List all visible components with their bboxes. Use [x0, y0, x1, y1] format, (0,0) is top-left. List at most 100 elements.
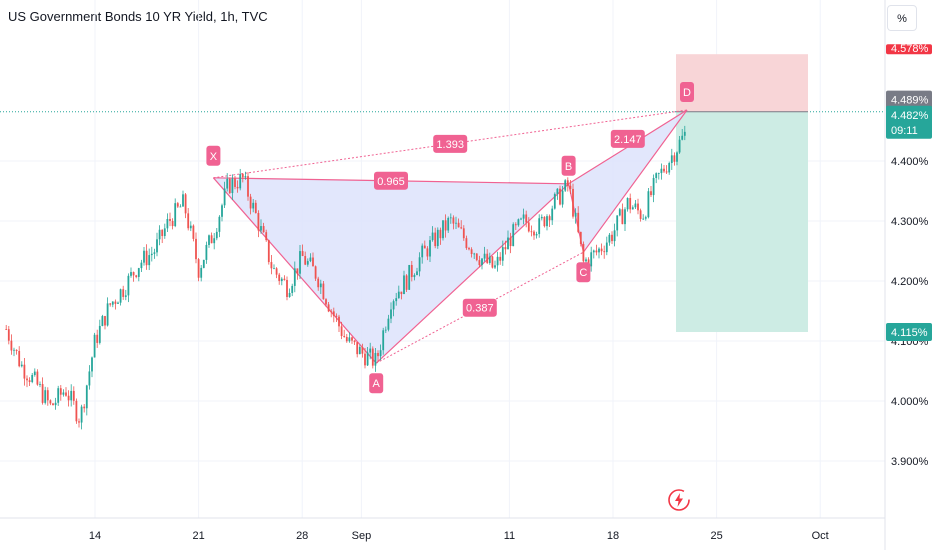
- candle-body: [535, 234, 538, 236]
- candle-body: [611, 234, 613, 242]
- candle-body: [317, 278, 320, 288]
- candle-body: [434, 232, 437, 247]
- candle-body: [156, 239, 158, 253]
- candle-body: [215, 231, 218, 239]
- candle-body: [639, 210, 642, 219]
- candle-body: [574, 212, 577, 217]
- tradingview-flash-icon[interactable]: [667, 488, 691, 512]
- candle-body: [257, 213, 260, 231]
- candle-body: [629, 198, 632, 210]
- candle-body: [683, 131, 686, 136]
- candle-body: [540, 216, 543, 219]
- candle-body: [660, 168, 663, 174]
- candle-body: [54, 402, 57, 406]
- candle-body: [33, 371, 36, 376]
- ratio-label-bg: [433, 134, 468, 153]
- candle-body: [119, 289, 122, 303]
- point-label-x-bg: [206, 145, 221, 166]
- candle-body: [67, 395, 70, 401]
- x-tick-label: 11: [504, 530, 515, 542]
- candle-body: [421, 245, 424, 258]
- candle-body: [176, 203, 179, 207]
- candle-body: [275, 268, 278, 275]
- candle-body: [46, 390, 49, 401]
- candle-body: [600, 248, 603, 252]
- candle-body: [273, 268, 275, 270]
- candle-body: [226, 178, 229, 189]
- candle-body: [41, 384, 44, 403]
- candle-body: [174, 203, 177, 227]
- candle-body: [616, 215, 619, 231]
- candle-body: [387, 318, 390, 330]
- candle-body: [553, 193, 556, 209]
- candle-body: [473, 253, 476, 255]
- candle-body: [657, 173, 660, 174]
- point-label-a: A: [373, 378, 381, 390]
- candle-body: [621, 209, 624, 225]
- candle-body: [101, 316, 104, 326]
- candle-body: [187, 213, 190, 229]
- candle-body: [556, 188, 559, 194]
- pattern-triangle-bcd: [568, 110, 687, 253]
- candle-body: [382, 330, 385, 351]
- candle-body: [647, 191, 650, 218]
- candle-body: [124, 295, 127, 297]
- candle-body: [36, 371, 39, 385]
- candle-body: [366, 352, 369, 366]
- candle-body: [288, 292, 291, 298]
- candle-body: [236, 186, 239, 189]
- stop-loss-zone: [676, 54, 808, 112]
- candle-body: [322, 283, 325, 300]
- candle-body: [109, 303, 112, 305]
- harmonic-pattern: [212, 109, 688, 364]
- candle-body: [564, 180, 567, 191]
- candle-body: [499, 256, 502, 261]
- candle-body: [163, 228, 166, 237]
- candle-body: [603, 251, 606, 253]
- candle-body: [551, 208, 554, 221]
- candle-body: [244, 176, 247, 178]
- candle-body: [195, 238, 197, 260]
- candle-body: [390, 309, 392, 319]
- candle-body: [13, 349, 15, 351]
- candle-body: [678, 139, 681, 153]
- candle-body: [408, 265, 411, 290]
- candle-body: [405, 275, 408, 290]
- candle-body: [111, 301, 114, 305]
- candle-body: [70, 390, 73, 401]
- stop-price-label: 4.578%: [891, 43, 929, 55]
- candle-body: [319, 283, 322, 288]
- candle-body: [114, 301, 117, 304]
- last-price-tag: 09:11: [891, 125, 918, 137]
- candle-body: [166, 218, 169, 229]
- candle-body: [481, 258, 483, 266]
- candle-body: [592, 250, 595, 253]
- ratio-label: 2.147: [614, 134, 642, 146]
- candle-body: [353, 340, 356, 343]
- ratio-label: 1.393: [436, 139, 464, 151]
- candle-body: [327, 304, 330, 312]
- candle-body: [403, 275, 405, 295]
- candle-body: [239, 174, 242, 189]
- high-price-tag: 4.489%: [891, 95, 929, 107]
- point-label-d-bg: [680, 82, 694, 102]
- candle-body: [548, 216, 551, 221]
- candle-body: [280, 278, 283, 282]
- candle-body: [543, 216, 546, 227]
- candle-body: [533, 231, 535, 236]
- candle-body: [457, 222, 460, 228]
- candle-body: [296, 268, 299, 274]
- point-label-x: X: [210, 151, 218, 163]
- candle-body: [98, 325, 101, 343]
- candle-body: [88, 371, 91, 386]
- percent-scale-button[interactable]: %: [887, 5, 917, 31]
- candle-body: [488, 256, 491, 263]
- candle-body: [582, 243, 585, 262]
- candle-body: [200, 267, 203, 278]
- candle-body: [590, 252, 593, 267]
- candle-body: [392, 301, 395, 310]
- position-zones: [676, 54, 808, 332]
- candle-body: [676, 152, 678, 162]
- candle-body: [397, 291, 400, 299]
